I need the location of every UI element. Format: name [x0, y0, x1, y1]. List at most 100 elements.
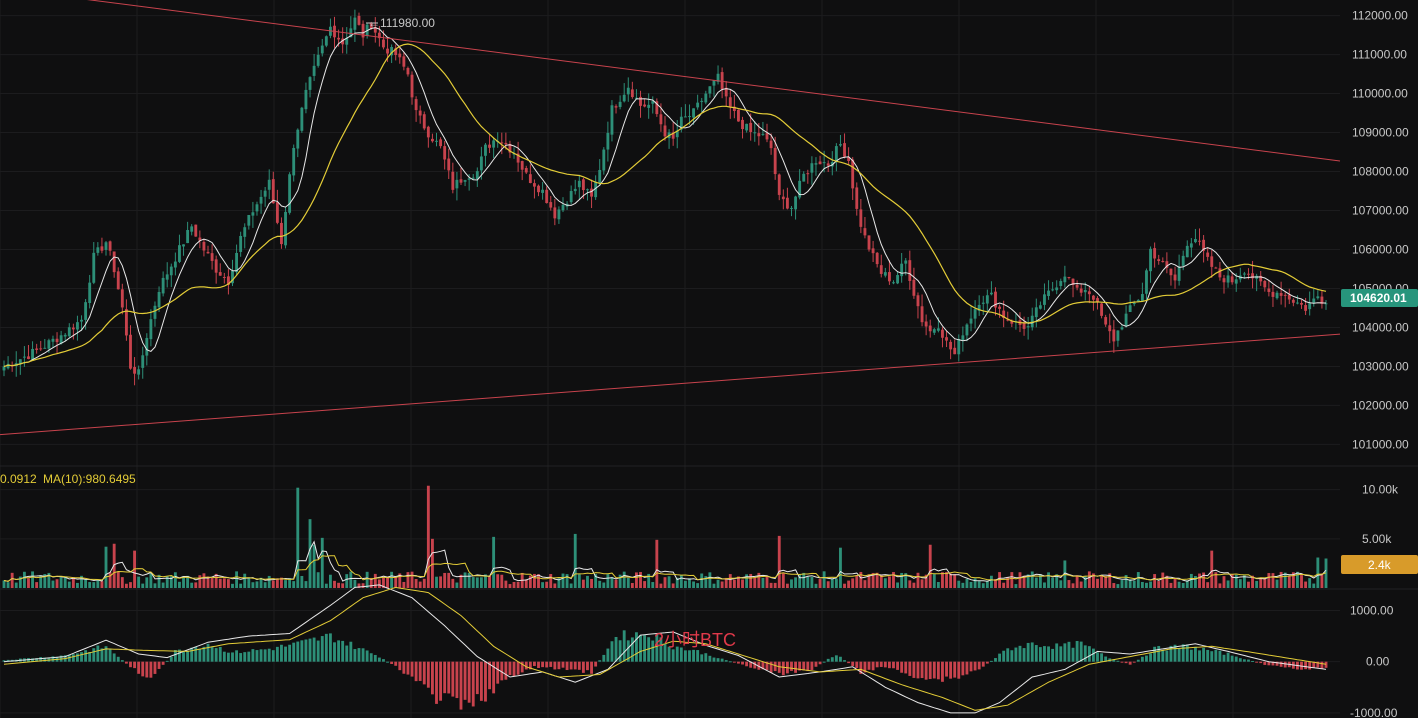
volume-bar: [586, 575, 589, 588]
volume-bar: [267, 575, 271, 588]
macd-histogram-bar: [908, 661, 912, 676]
candle-body: [471, 177, 475, 179]
volume-bar: [675, 577, 679, 588]
candle-body: [647, 104, 651, 108]
candle-body: [1161, 261, 1165, 263]
candle-body: [1059, 281, 1063, 287]
volume-bar: [410, 571, 414, 588]
candle-body: [1263, 280, 1267, 288]
volume-bar: [781, 573, 785, 588]
macd-histogram-bar: [365, 650, 369, 662]
volume-bar: [679, 575, 683, 588]
macd-histogram-bar: [1177, 648, 1181, 662]
candle-body: [341, 38, 345, 45]
candle-body: [247, 214, 251, 226]
candle-body: [847, 157, 851, 161]
candle-body: [1287, 294, 1291, 300]
candle-body: [308, 77, 312, 90]
macd-histogram-bar: [271, 650, 275, 662]
macd-histogram-bar: [467, 661, 471, 703]
macd-histogram-bar: [1210, 651, 1214, 662]
macd-histogram-bar: [251, 649, 255, 662]
volume-bar: [1100, 575, 1104, 588]
volume-bar: [1275, 579, 1279, 588]
candle-body: [1079, 288, 1083, 293]
candle-body: [337, 37, 341, 40]
volume-bar: [957, 580, 961, 588]
candle-body: [618, 101, 622, 107]
candle-body: [724, 87, 728, 97]
macd-histogram-bar: [120, 660, 124, 662]
volume-bar: [479, 577, 483, 588]
price-tick-label: 103000.00: [1352, 359, 1409, 373]
candle-body: [671, 132, 675, 139]
macd-histogram-bar: [108, 648, 112, 662]
macd-histogram-bar: [479, 661, 483, 701]
macd-histogram-bar: [275, 646, 279, 662]
macd-histogram-bar: [292, 642, 296, 662]
volume-bar: [1238, 579, 1242, 588]
volume-bar: [280, 577, 283, 588]
macd-histogram-bar: [145, 661, 149, 678]
macd-histogram-bar: [512, 661, 516, 677]
macd-histogram-bar: [402, 661, 406, 674]
macd-histogram-bar: [859, 661, 863, 674]
candle-body: [1043, 294, 1046, 305]
macd-histogram-bar: [679, 647, 683, 662]
candle-body: [635, 97, 638, 99]
price-tick-label: 112000.00: [1352, 9, 1408, 23]
macd-histogram-bar: [1206, 649, 1210, 662]
volume-bar: [1124, 575, 1128, 588]
volume-bar: [390, 571, 394, 588]
volume-bar: [1259, 578, 1263, 588]
volume-bar: [924, 574, 928, 588]
volume-bar: [406, 572, 410, 588]
volume-bar: [1096, 578, 1099, 588]
volume-bar: [206, 576, 210, 588]
volume-bar: [851, 578, 855, 588]
volume-bar: [1263, 577, 1267, 588]
volume-bar: [76, 582, 79, 588]
volume-bar: [349, 571, 353, 588]
candle-body: [1002, 310, 1006, 319]
macd-histogram-bar: [720, 658, 724, 662]
volume-bar: [1116, 584, 1120, 588]
candle-body: [1242, 273, 1246, 275]
macd-histogram-bar: [936, 661, 940, 680]
candle-body: [1283, 294, 1287, 296]
macd-histogram-bar: [214, 648, 218, 662]
volume-bar: [614, 579, 618, 588]
volume-bar: [622, 571, 626, 588]
current-price-label: 104620.01: [1350, 291, 1407, 305]
current-volume-label: 2.4k: [1368, 558, 1392, 572]
macd-histogram-bar: [361, 648, 365, 662]
volume-bar: [455, 582, 459, 588]
volume-bar: [39, 575, 43, 588]
volume-bar: [610, 576, 614, 588]
macd-histogram-bar: [626, 640, 630, 662]
high-marker-arrow: ←: [368, 16, 380, 30]
macd-histogram-bar: [985, 661, 989, 664]
macd-histogram-bar: [839, 656, 842, 662]
volume-bar: [14, 582, 18, 588]
candle-body: [451, 171, 455, 190]
candle-body: [1153, 248, 1157, 259]
macd-histogram-bar: [43, 657, 47, 662]
volume-bar: [818, 579, 822, 588]
macd-histogram-bar: [553, 661, 557, 670]
macd-histogram-bar: [496, 661, 500, 684]
macd-histogram-bar: [945, 661, 948, 677]
candle-body: [190, 226, 194, 232]
macd-histogram-bar: [965, 661, 969, 675]
macd-histogram-bar: [1320, 661, 1324, 669]
volume-bar: [129, 582, 132, 588]
macd-histogram-bar: [949, 661, 953, 679]
volume-bar: [1149, 581, 1152, 588]
macd-histogram-bar: [1096, 652, 1099, 662]
macd-histogram-bar: [500, 661, 504, 681]
volume-bar: [573, 533, 577, 588]
volume-bar: [537, 574, 540, 588]
macd-histogram-bar: [1140, 656, 1144, 662]
